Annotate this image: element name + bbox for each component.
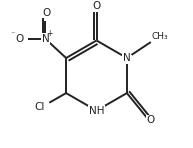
Text: O: O [92, 1, 101, 11]
Text: O: O [43, 8, 51, 18]
Text: N: N [41, 34, 49, 44]
Text: +: + [46, 29, 52, 38]
Text: O: O [147, 115, 155, 125]
Text: N: N [123, 53, 131, 63]
Text: ⁻: ⁻ [10, 30, 15, 39]
Text: O: O [15, 34, 23, 44]
Text: Cl: Cl [35, 102, 45, 112]
Text: NH: NH [89, 106, 104, 116]
Text: CH₃: CH₃ [152, 32, 168, 41]
